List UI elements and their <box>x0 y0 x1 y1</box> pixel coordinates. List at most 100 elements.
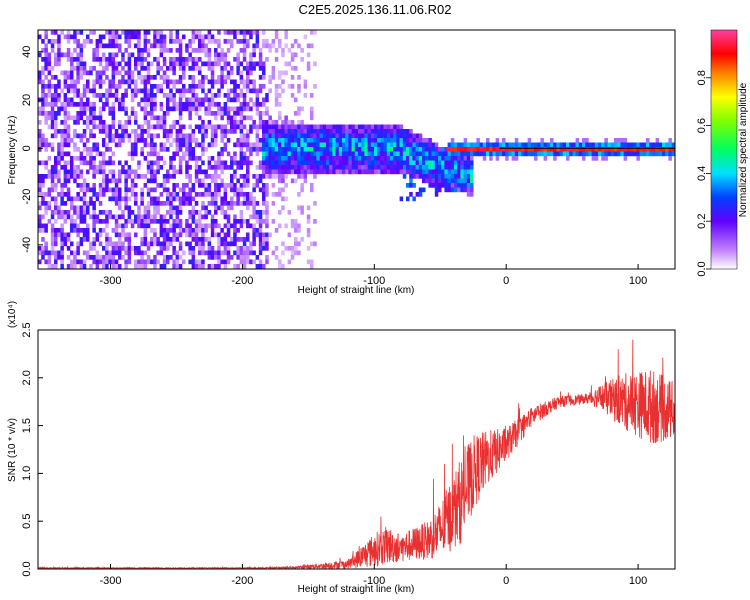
spectrogram-cell <box>130 88 135 94</box>
spectrogram-cell <box>569 147 573 152</box>
spectrogram-cell <box>313 165 317 170</box>
spectrogram-cell <box>447 156 452 161</box>
spectrogram-cell <box>194 142 199 148</box>
spectrogram-cell <box>201 129 205 134</box>
spectrogram-cell <box>249 115 253 121</box>
spectrogram-cell <box>204 223 208 229</box>
spectrogram-cell <box>143 34 148 40</box>
spectrogram-cell <box>172 93 176 98</box>
spectrogram-cell <box>105 147 109 152</box>
spectrogram-cell <box>399 196 404 202</box>
spectrogram-cell <box>146 214 151 220</box>
spectrogram-cell <box>207 241 212 247</box>
spectrogram-cell <box>562 142 567 148</box>
spectrogram-cell <box>239 259 244 265</box>
spectrogram-cell <box>44 57 48 62</box>
spectrogram-cell <box>319 124 324 130</box>
spectrogram-cell <box>130 97 135 103</box>
spectrogram-cell <box>121 228 125 233</box>
spectrogram-cell <box>198 43 202 49</box>
spectrogram-cell <box>287 160 292 166</box>
spectrogram-cell <box>198 30 202 35</box>
spectrogram-cell <box>111 187 116 193</box>
spectrogram-cell <box>130 187 135 193</box>
spectrogram-cell <box>265 160 269 166</box>
spectrogram-cell <box>265 174 269 179</box>
spectrogram-cell <box>166 187 170 193</box>
spectrogram-cell <box>294 142 298 148</box>
spectrogram-cell <box>412 183 416 188</box>
spectrogram-cell <box>402 156 407 161</box>
spectrogram-cell <box>153 178 157 184</box>
spectrogram-cell <box>290 151 295 157</box>
spectrogram-cell <box>457 142 461 148</box>
spectrogram-cell <box>185 61 189 67</box>
spectrogram-cell <box>393 147 397 152</box>
spectrogram-cell <box>233 219 237 224</box>
spectrogram-cell <box>351 169 356 175</box>
spectrogram-cell <box>617 138 621 143</box>
spectrogram-cell <box>153 142 157 148</box>
spectrogram-cell <box>153 228 157 233</box>
spectrogram-cell <box>111 106 116 112</box>
spectrogram-cell <box>262 147 266 152</box>
spectrogram-cell <box>210 219 215 224</box>
spectrogram-cell <box>262 201 266 206</box>
spectrogram-cell <box>105 223 109 229</box>
spectrogram-cell <box>108 138 112 143</box>
spectrogram-cell <box>204 43 208 49</box>
spectrogram-cell <box>140 237 144 242</box>
spectrogram-cell <box>537 147 541 152</box>
spectrogram-cell <box>348 156 352 161</box>
spectrogram-cell <box>431 156 436 161</box>
spectrogram-cell <box>380 165 384 170</box>
spectrogram-cell <box>41 79 45 85</box>
spectrogram-cell <box>463 169 468 175</box>
spectrogram-cell <box>322 142 327 148</box>
spectrogram-cell <box>185 102 189 107</box>
spectrogram-cell <box>188 241 192 247</box>
spectrogram-cell <box>134 133 138 139</box>
spectrogram-cell <box>156 196 160 202</box>
spectrogram-cell <box>175 250 180 256</box>
spectrogram-cell <box>143 259 148 265</box>
spectrogram-cell <box>438 147 442 152</box>
spectrogram-cell <box>143 57 148 62</box>
spectrogram-cell <box>127 151 132 157</box>
spectrogram-cell <box>54 97 58 103</box>
spectrogram-cell <box>47 255 52 260</box>
spectrogram-cell <box>98 259 103 265</box>
spectrogram-cell <box>258 147 263 152</box>
spectrogram-cell <box>319 129 324 134</box>
spectrogram-cell <box>604 151 608 157</box>
spectrogram-cell <box>335 165 340 170</box>
spectrogram-cell <box>268 48 272 53</box>
spectrogram-cell <box>415 169 420 175</box>
spectrogram-cell <box>162 246 167 251</box>
spectrogram-cell <box>188 187 192 193</box>
spectrogram-cell <box>242 246 247 251</box>
spectrogram-cell <box>207 142 212 148</box>
spectrogram-cell <box>111 138 116 143</box>
spectrogram-cell <box>236 219 240 224</box>
spectrogram-cell <box>393 156 397 161</box>
spectrogram-cell <box>121 232 125 238</box>
spectrogram-cell <box>182 142 186 148</box>
spectrogram-cell <box>44 165 48 170</box>
spectrogram-cell <box>300 156 304 161</box>
spectrogram-cell <box>137 223 141 229</box>
spectrogram-cell <box>556 142 560 148</box>
spectrogram-cell <box>38 75 42 80</box>
spectrogram-cell <box>127 187 132 193</box>
spectrogram-cell <box>217 79 221 85</box>
spectrogram-cell <box>210 264 215 269</box>
spectrogram-cell <box>178 165 183 170</box>
spectrogram-cell <box>383 133 388 139</box>
spectrogram-cell <box>255 43 260 49</box>
spectrogram-cell <box>230 201 234 206</box>
spectrogram-cell <box>322 165 327 170</box>
spectrogram-cell <box>226 75 231 80</box>
spectrogram-cell <box>60 255 64 260</box>
spectrogram-cell <box>303 147 308 152</box>
spectrogram-cell <box>188 151 192 157</box>
